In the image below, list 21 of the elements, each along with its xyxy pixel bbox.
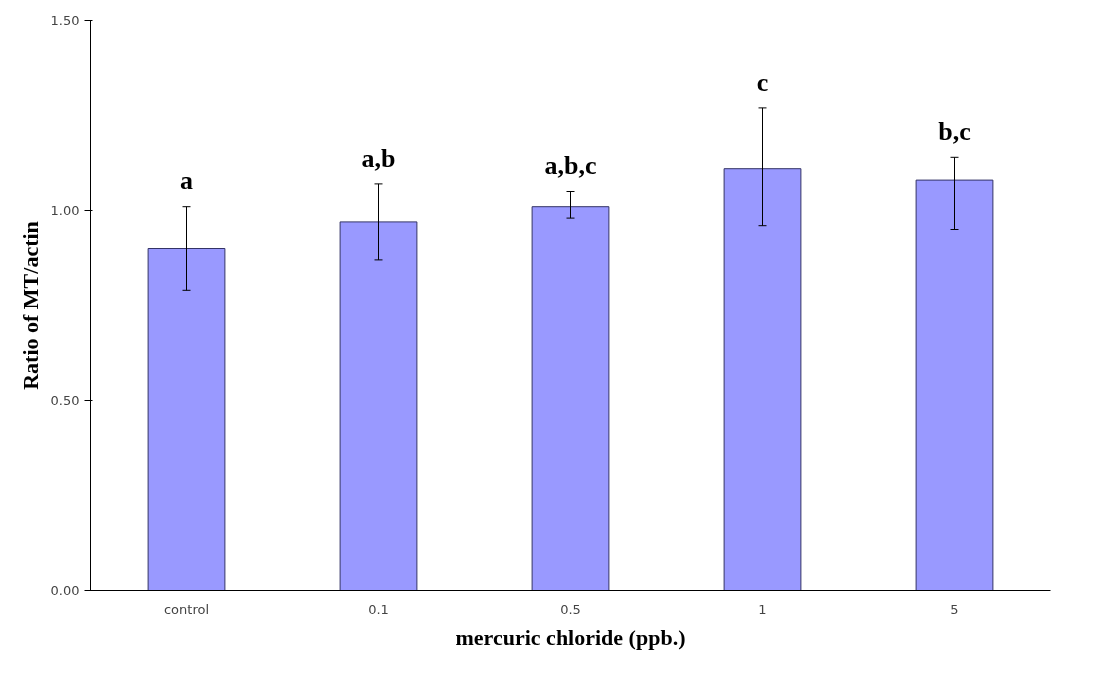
- x-tick-label: 5: [950, 601, 959, 617]
- y-tick-label: 0.00: [50, 583, 80, 598]
- bar: [915, 179, 994, 591]
- bar: [147, 248, 226, 591]
- bar: [339, 221, 418, 591]
- annotation: a,b: [361, 143, 396, 173]
- annotation: c: [756, 67, 769, 97]
- bar: [531, 206, 610, 591]
- annotation: a,b,c: [544, 151, 597, 181]
- x-tick-label: 0.5: [560, 601, 581, 617]
- x-tick-label: 0.1: [368, 601, 389, 617]
- annotation: b,c: [938, 116, 971, 146]
- y-tick-label: 1.50: [50, 13, 80, 28]
- y-tick-label: 0.50: [50, 393, 80, 408]
- y-axis-title: Ratio of MT/actin: [17, 221, 43, 390]
- x-tick-label: 1: [758, 601, 767, 617]
- bar: [723, 168, 802, 591]
- x-tick-label: control: [163, 601, 210, 617]
- annotation: a: [180, 166, 193, 196]
- x-axis-title: mercuric chloride (ppb.): [455, 624, 686, 650]
- y-tick-label: 1.00: [50, 203, 80, 218]
